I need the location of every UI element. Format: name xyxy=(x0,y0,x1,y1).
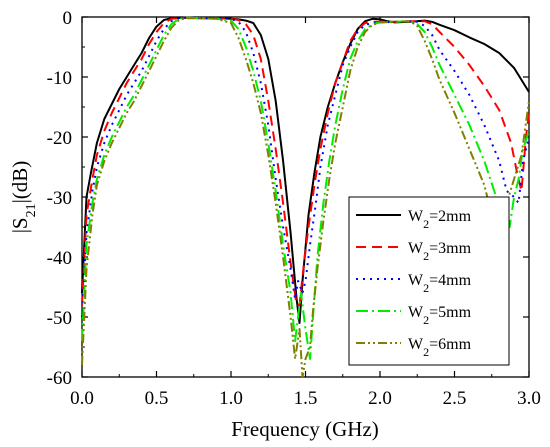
y-axis-label-base: |S xyxy=(8,217,32,233)
y-axis-label-sub: 21 xyxy=(24,203,39,217)
series-lines xyxy=(81,16,530,378)
y-tick-label: -50 xyxy=(47,308,72,329)
y-axis-label-rest: |(dB) xyxy=(8,161,32,204)
x-tick-label: 2.0 xyxy=(368,388,392,409)
x-tick-label: 1.5 xyxy=(294,388,318,409)
y-tick-label: -20 xyxy=(47,128,72,149)
legend: W2=2mm W2=3mm W2=4mm W2=5mm W2=6mm xyxy=(348,196,510,366)
y-tick-label: 0 xyxy=(63,8,73,29)
y-tick-label: -10 xyxy=(47,68,72,89)
x-tick-label: 2.5 xyxy=(443,388,467,409)
x-tick-label: 0.0 xyxy=(70,388,94,409)
series-line-3 xyxy=(81,16,530,318)
legend-label-1: W2=2mm xyxy=(408,208,472,231)
legend-label-4: W2=5mm xyxy=(408,304,472,327)
y-tick-label: -30 xyxy=(47,188,72,209)
axis-ticks: 0.0 0.5 1.0 1.5 2.0 2.5 3.0 0 -10 -20 -30 -40 -50 -60 xyxy=(47,8,541,409)
x-tick-label: 0.5 xyxy=(145,388,169,409)
legend-box xyxy=(348,196,510,366)
series-line-4 xyxy=(81,16,530,360)
series-line-5 xyxy=(81,17,530,378)
legend-label-5: W2=6mm xyxy=(408,336,472,359)
series-line-2 xyxy=(81,16,530,306)
x-tick-label: 3.0 xyxy=(517,388,541,409)
x-tick-label: 1.0 xyxy=(219,388,243,409)
legend-label-2: W2=3mm xyxy=(408,240,472,263)
y-axis-label: |S21|(dB) xyxy=(8,161,39,234)
x-axis-label: Frequency (GHz) xyxy=(231,417,379,441)
legend-label-3: W2=4mm xyxy=(408,272,472,295)
y-tick-label: -60 xyxy=(47,368,72,389)
y-tick-label: -40 xyxy=(47,248,72,269)
